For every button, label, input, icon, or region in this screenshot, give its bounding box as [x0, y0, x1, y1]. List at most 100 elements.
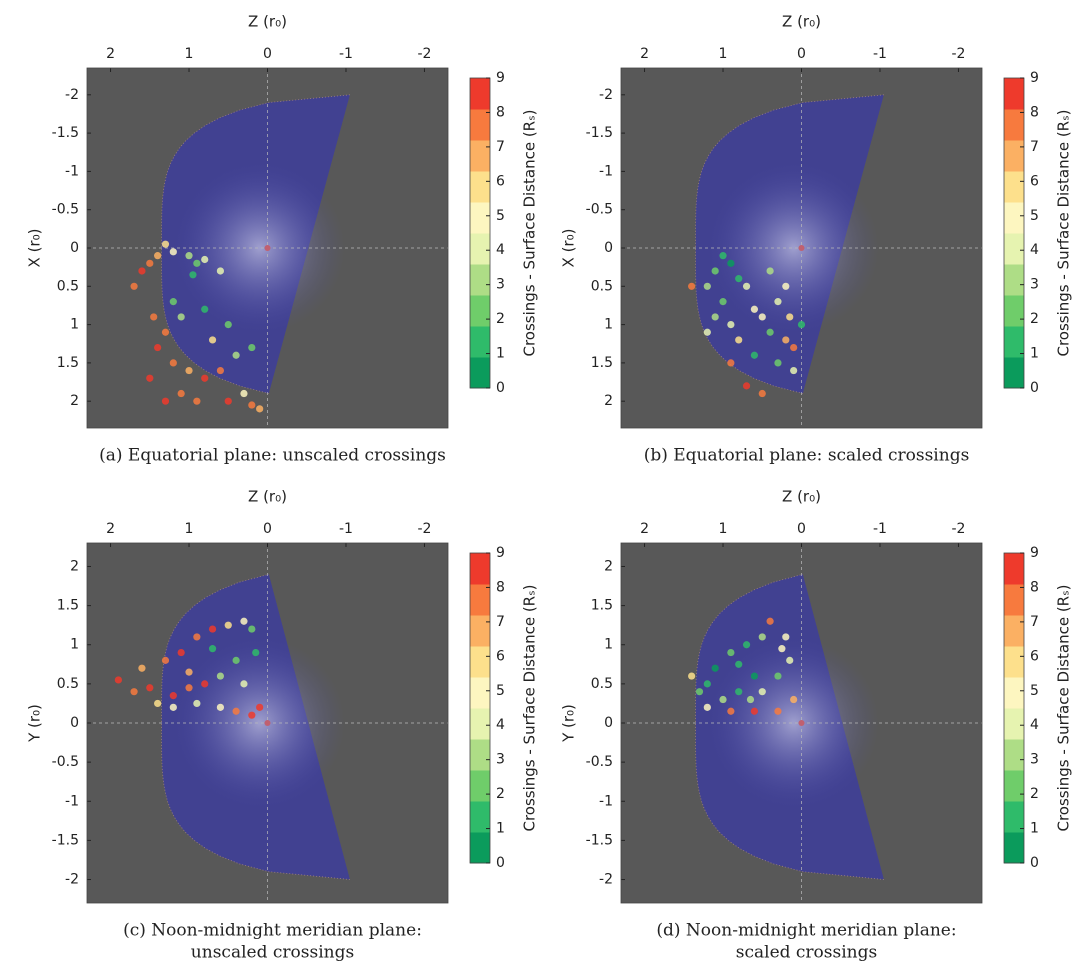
colorbar-tick-label: 2: [496, 311, 505, 327]
colorbar-band: [470, 553, 490, 585]
colorbar-tick-label: 5: [1030, 683, 1039, 699]
crossing-point: [193, 397, 201, 405]
colorbar-band: [1004, 615, 1024, 647]
crossing-point: [727, 707, 735, 715]
y-tick-label: 0.5: [57, 278, 79, 294]
crossing-point: [750, 672, 759, 680]
x-tick-label: 0: [263, 46, 272, 62]
y-tick-label: 0: [70, 715, 79, 731]
y-tick-label: -2: [65, 87, 79, 103]
crossing-point: [742, 382, 751, 390]
plot-area: [87, 68, 448, 428]
planet: [798, 245, 805, 251]
crossing-point: [201, 255, 209, 264]
crossing-point: [201, 680, 209, 688]
y-tick-label: -1.5: [52, 832, 79, 848]
colorbar-band: [470, 202, 490, 234]
crossing-point: [750, 305, 759, 313]
crossing-point: [232, 351, 240, 359]
x-tick-label: 0: [263, 521, 272, 537]
y-tick-label: -1.5: [586, 832, 613, 848]
y-tick-label: 0.5: [57, 676, 79, 692]
colorbar-tick-label: 4: [1030, 717, 1039, 733]
crossing-point: [224, 320, 232, 329]
colorbar-band: [470, 233, 490, 265]
crossing-point: [130, 282, 138, 290]
colorbar-band: [470, 708, 490, 740]
colorbar-tick-label: 9: [1030, 70, 1039, 86]
x-tick-label: -2: [951, 521, 965, 537]
crossing-point: [177, 648, 185, 657]
crossing-point: [216, 267, 225, 275]
crossing-point: [248, 343, 256, 352]
colorbar-tick-label: 7: [496, 614, 505, 630]
plot-frame: [620, 67, 983, 429]
x-tick-label: 1: [185, 46, 194, 62]
caption: (d) Noon-midnight meridian plane:: [656, 921, 956, 941]
crossing-point: [797, 320, 806, 329]
y-tick-label: 0.5: [591, 676, 613, 692]
inner-glow: [174, 638, 345, 808]
crossing-point: [185, 684, 193, 692]
inner-glow: [174, 163, 345, 333]
plot-frame: [86, 67, 449, 429]
colorbar-tick-label: 9: [496, 545, 505, 561]
colorbar-tick-label: 8: [496, 579, 505, 595]
crossing-point: [201, 374, 209, 382]
crossing-point: [232, 707, 240, 715]
crossing-point: [703, 282, 711, 290]
y-tick-label: -2: [599, 87, 613, 103]
plot-area: [87, 543, 448, 903]
crossing-point: [169, 359, 177, 367]
crossing-point: [232, 656, 240, 664]
crossing-point: [248, 625, 256, 633]
y-tick-label: -2: [599, 872, 613, 888]
colorbar-tick-label: 4: [496, 717, 505, 733]
plot-frame: [86, 542, 449, 904]
plot-area: [621, 68, 982, 428]
crossing-point: [735, 275, 743, 283]
plot-frame: [620, 542, 983, 904]
crossing-point: [252, 648, 260, 657]
crossing-point: [758, 389, 766, 398]
colorbar-band: [1004, 109, 1024, 141]
crossing-point: [774, 707, 782, 715]
colorbar-tick-label: 6: [496, 173, 505, 189]
planet: [264, 720, 271, 726]
colorbar-tick-label: 2: [1030, 311, 1039, 327]
crossing-point: [240, 617, 248, 625]
y-tick-label: 2: [70, 393, 79, 409]
crossing-point: [746, 695, 755, 704]
crossing-point: [146, 259, 154, 267]
colorbar-tick-label: 5: [1030, 208, 1039, 224]
colorbar-band: [1004, 553, 1024, 585]
x-tick-label: -1: [339, 521, 353, 537]
x-tick-label: -2: [417, 46, 431, 62]
caption: (c) Noon-midnight meridian plane:: [123, 921, 422, 941]
y-tick-label: 1.5: [591, 355, 613, 371]
crossing-point: [154, 699, 162, 708]
crossing-point: [185, 366, 193, 375]
crossing-point: [154, 252, 162, 260]
colorbar-band: [470, 801, 490, 833]
crossing-point: [224, 621, 232, 629]
colorbar-tick-label: 1: [496, 346, 505, 362]
planet: [798, 720, 805, 726]
colorbar-band: [470, 770, 490, 802]
crossing-point: [208, 336, 217, 344]
colorbar-band: [470, 615, 490, 647]
x-axis-label: Z (r₀): [782, 13, 821, 31]
y-tick-label: -0.5: [52, 202, 79, 218]
y-tick-label: -0.5: [52, 754, 79, 770]
crossing-point: [774, 298, 782, 306]
y-tick-label: 0: [604, 715, 613, 731]
colorbar-tick-label: 4: [1030, 242, 1039, 258]
x-tick-label: 1: [719, 521, 728, 537]
colorbar-band: [470, 739, 490, 771]
colorbar-band: [1004, 202, 1024, 234]
crossing-point: [688, 282, 696, 290]
y-tick-label: 1.5: [57, 355, 79, 371]
crossing-point: [146, 684, 154, 692]
y-tick-label: 1: [70, 317, 79, 333]
crossing-point: [742, 282, 751, 290]
